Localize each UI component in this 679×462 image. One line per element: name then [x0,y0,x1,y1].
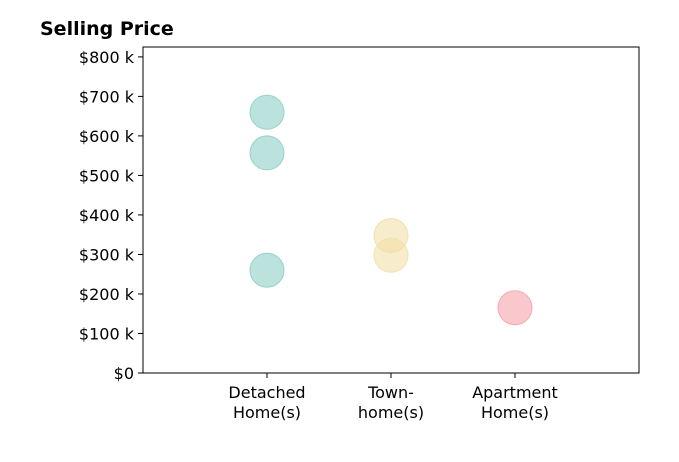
y-tick-label: $600 k [79,127,135,146]
scatter-point [249,252,285,288]
x-axis: Detached Home(s) Town-home(s) Apartment Home… [228,373,558,422]
scatter-point [497,290,533,326]
chart-title: Selling Price [40,18,174,40]
y-axis: $0 $100 k $200 k $300 k $400 k $500 k $600 k $7… [79,48,143,383]
x-tick-label: Town-home(s) [358,383,424,422]
scatter-point [249,94,285,130]
y-tick-label: $500 k [79,166,135,185]
y-tick-label: $200 k [79,285,135,304]
y-tick-label: $0 [114,364,134,383]
scatter-point [373,237,409,273]
x-tick-label: Apartment Home(s) [472,383,558,422]
marks-layer [249,94,533,326]
y-tick-label: $300 k [79,245,135,264]
y-tick-label: $800 k [79,48,135,67]
y-tick-label: $700 k [79,87,135,106]
plot-frame [142,46,640,374]
x-tick-label: Detached Home(s) [228,383,305,422]
y-tick-label: $100 k [79,324,135,343]
scatter-point [249,135,285,171]
y-tick-label: $400 k [79,206,135,225]
